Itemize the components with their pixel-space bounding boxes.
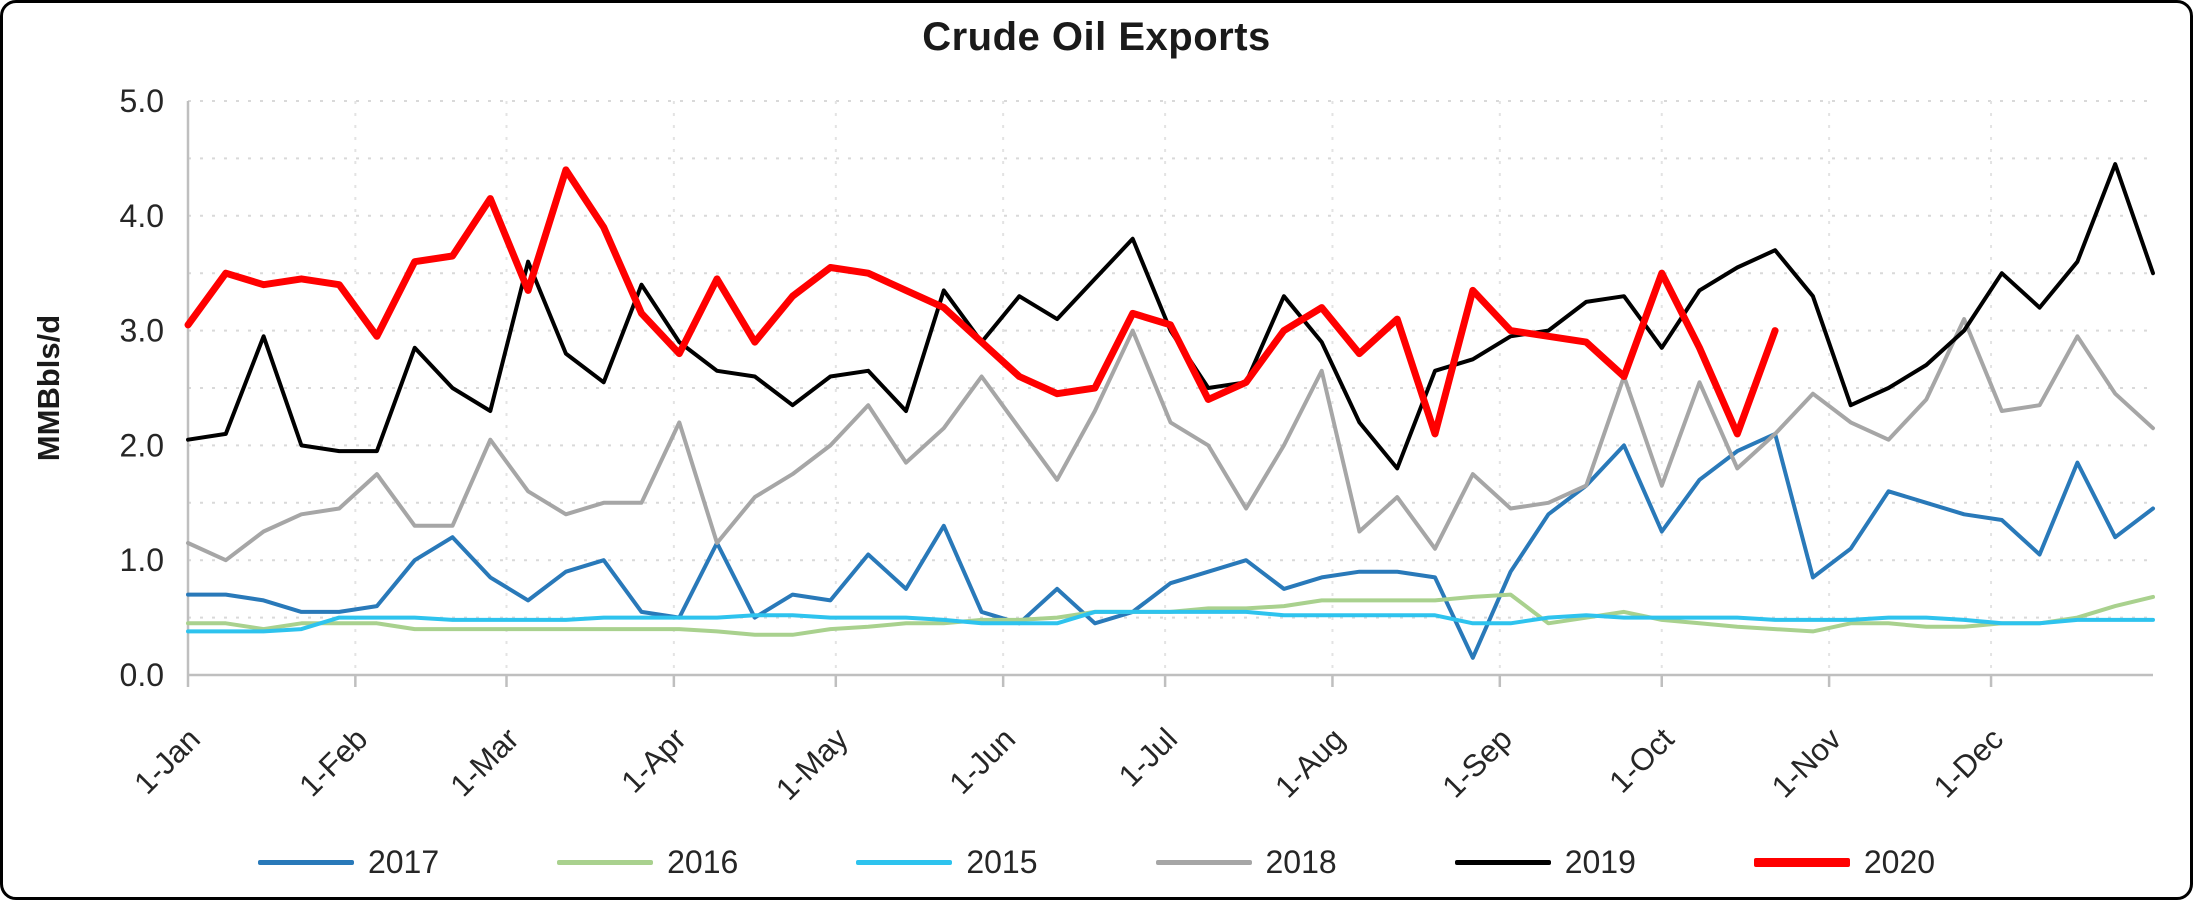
x-tick-label: 1-Jul <box>1112 721 1184 793</box>
y-tick-label: 4.0 <box>120 198 164 234</box>
legend-label: 2019 <box>1564 844 1636 880</box>
legend-line-swatch <box>1454 860 1551 865</box>
legend-item-2016: 2016 <box>557 844 738 881</box>
y-tick-label: 0.0 <box>120 657 164 693</box>
x-tick-label: 1-Oct <box>1602 721 1681 800</box>
y-tick-label: 1.0 <box>120 542 164 578</box>
legend-label: 2017 <box>367 844 440 880</box>
legend-item-2018: 2018 <box>1155 844 1337 881</box>
x-tick-label: 1-Jun <box>943 721 1023 801</box>
legend-line-swatch <box>257 860 354 865</box>
y-tick-label: 2.0 <box>120 427 164 463</box>
legend-line-swatch <box>1155 860 1252 865</box>
legend-line-swatch <box>856 860 953 865</box>
legend-label: 2020 <box>1863 844 1936 880</box>
chart-plot-area: 1-Jan 1-Feb 1-Mar 1-Apr 1-May 1-Jun 1-Jul 1-Aug… <box>120 83 2155 807</box>
legend-label: 2015 <box>966 844 1038 880</box>
y-tick-label: 5.0 <box>120 83 164 119</box>
legend-line-swatch <box>1753 858 1850 867</box>
legend-item-2017: 2017 <box>257 844 440 881</box>
legend-item-2019: 2019 <box>1454 844 1636 881</box>
x-tick-label: 1-Aug <box>1268 721 1351 804</box>
series-line-2016 <box>186 592 2155 637</box>
x-tick-label: 1-Dec <box>1927 721 2010 804</box>
legend-item-2015: 2015 <box>856 844 1038 881</box>
legend: 2017 2016 2015 2018 2019 2020 <box>3 844 2190 881</box>
chart-title: Crude Oil Exports <box>922 15 1271 59</box>
legend-item-2020: 2020 <box>1753 844 1936 881</box>
x-tick-label: 1-Nov <box>1765 721 1849 805</box>
series-line-2015 <box>186 609 2155 634</box>
series-line-2017 <box>186 431 2155 660</box>
legend-label: 2018 <box>1265 844 1337 880</box>
x-tick-label: 1-May <box>769 721 855 807</box>
y-tick-label: 3.0 <box>120 313 164 349</box>
legend-line-swatch <box>557 860 654 865</box>
legend-label: 2016 <box>667 844 739 880</box>
x-tick-label: 1-Feb <box>292 721 374 803</box>
series-line-2020 <box>184 166 1779 438</box>
x-tick-label: 1-Apr <box>614 721 692 799</box>
x-tick-label: 1-Sep <box>1435 721 1518 804</box>
series-line-2018 <box>186 317 2155 563</box>
x-tick-label: 1-Mar <box>443 721 525 803</box>
x-tick-label: 1-Jan <box>127 721 207 801</box>
